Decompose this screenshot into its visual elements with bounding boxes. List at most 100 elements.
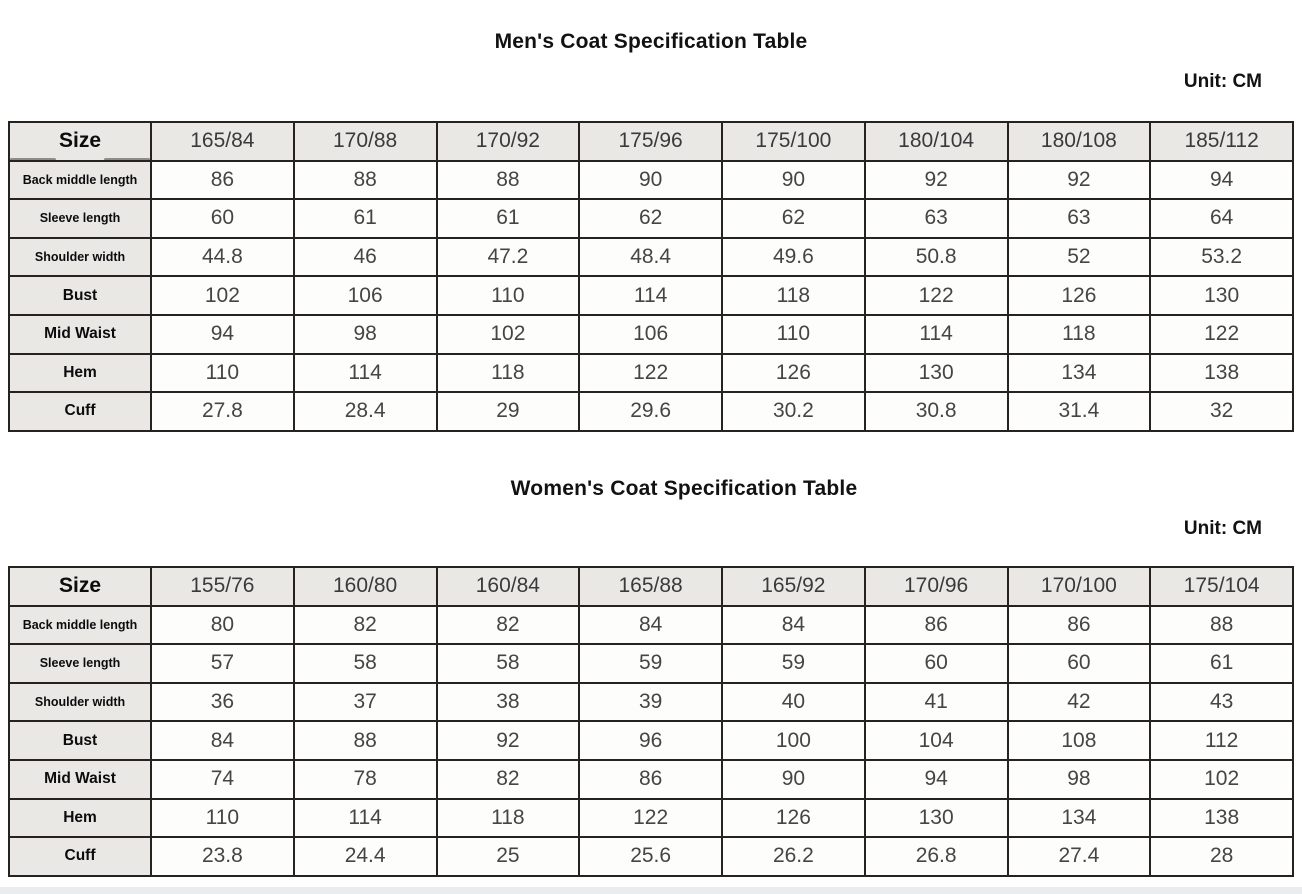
value-cell: 126 (1006, 275, 1152, 316)
value-cell: 118 (721, 275, 866, 316)
value-cell: 50.8 (863, 236, 1009, 278)
value-cell: 60 (150, 198, 295, 239)
value-cell: 63 (1006, 198, 1152, 239)
value-cell: 122 (578, 352, 723, 394)
value-cell: 110 (721, 313, 866, 355)
value-cell: 138 (1149, 352, 1294, 394)
value-cell: 43 (1149, 681, 1294, 723)
table-row: Sleeve length 60 61 61 62 62 63 63 64 (8, 198, 1294, 239)
value-cell: 84 (721, 604, 866, 646)
value-cell: 41 (863, 681, 1009, 723)
value-cell: 88 (1149, 604, 1294, 646)
size-corner-cell: Size (8, 121, 152, 162)
value-cell: 52 (1006, 236, 1152, 278)
value-cell: 108 (1006, 720, 1152, 761)
row-label-cell: Sleeve length (8, 198, 152, 239)
value-cell: 126 (721, 797, 866, 839)
value-cell: 114 (292, 797, 438, 839)
value-cell: 31.4 (1006, 391, 1152, 432)
value-cell: 114 (292, 352, 438, 394)
value-cell: 30.8 (863, 391, 1009, 432)
value-cell: 27.4 (1006, 836, 1152, 877)
value-cell: 32 (1149, 391, 1294, 432)
row-label-cell: Cuff (8, 391, 152, 432)
value-cell: 130 (863, 352, 1009, 394)
value-cell: 134 (1006, 797, 1152, 839)
mens-spec-table: Size 165/84 170/88 170/92 175/96 175/100 180/1… (8, 121, 1294, 432)
value-cell: 82 (435, 758, 581, 800)
value-cell: 92 (1006, 159, 1152, 201)
size-header-row: Size 165/84 170/88 170/92 175/96 175/100 180/1… (8, 121, 1294, 162)
value-cell: 118 (435, 352, 581, 394)
value-cell: 60 (863, 643, 1009, 684)
table-row: Hem 110 114 118 122 126 130 134 138 (8, 797, 1294, 839)
size-column-header: 170/92 (435, 121, 581, 162)
value-cell: 94 (863, 758, 1009, 800)
value-cell: 27.8 (150, 391, 295, 432)
value-cell: 48.4 (578, 236, 723, 278)
value-cell: 88 (292, 159, 438, 201)
table-row: Mid Waist 94 98 102 106 110 114 118 122 (8, 313, 1294, 355)
value-cell: 114 (578, 275, 723, 316)
size-header-row: Size 155/76 160/80 160/84 165/88 165/92 170/96… (8, 566, 1294, 607)
value-cell: 23.8 (150, 836, 295, 877)
mens-unit-label: Unit: CM (1183, 71, 1262, 92)
value-cell: 46 (292, 236, 438, 278)
value-cell: 110 (435, 275, 581, 316)
value-cell: 26.8 (863, 836, 1009, 877)
value-cell: 62 (578, 198, 723, 239)
value-cell: 42 (1006, 681, 1152, 723)
size-column-header: 185/112 (1149, 121, 1294, 162)
size-column-header: 180/104 (863, 121, 1009, 162)
value-cell: 134 (1006, 352, 1152, 394)
size-column-header: 160/84 (435, 566, 581, 607)
size-column-header: 170/100 (1006, 566, 1152, 607)
value-cell: 61 (1149, 643, 1294, 684)
value-cell: 130 (1149, 275, 1294, 316)
value-cell: 104 (863, 720, 1009, 761)
row-label-cell: Cuff (8, 836, 152, 877)
womens-unit-label: Unit: CM (1183, 518, 1262, 539)
table-row: Shoulder width 44.8 46 47.2 48.4 49.6 50.8 52 53… (8, 236, 1294, 278)
table-row: Mid Waist 74 78 82 86 90 94 98 102 (8, 758, 1294, 800)
value-cell: 102 (435, 313, 581, 355)
value-cell: 58 (435, 643, 581, 684)
value-cell: 25.6 (578, 836, 723, 877)
size-column-header: 160/80 (292, 566, 438, 607)
row-label-cell: Bust (8, 275, 152, 316)
value-cell: 84 (150, 720, 295, 761)
value-cell: 92 (435, 720, 581, 761)
value-cell: 122 (1149, 313, 1294, 355)
table-row: Hem 110 114 118 122 126 130 134 138 (8, 352, 1294, 394)
value-cell: 86 (863, 604, 1009, 646)
value-cell: 90 (578, 159, 723, 201)
value-cell: 63 (863, 198, 1009, 239)
value-cell: 58 (292, 643, 438, 684)
value-cell: 102 (1149, 758, 1294, 800)
table-row: Sleeve length 57 58 58 59 59 60 60 61 (8, 643, 1294, 684)
value-cell: 88 (292, 720, 438, 761)
size-corner-cell: Size (8, 566, 152, 607)
value-cell: 28.4 (292, 391, 438, 432)
value-cell: 90 (721, 159, 866, 201)
size-column-header: 155/76 (150, 566, 295, 607)
value-cell: 25 (435, 836, 581, 877)
value-cell: 84 (578, 604, 723, 646)
value-cell: 29 (435, 391, 581, 432)
value-cell: 80 (150, 604, 295, 646)
value-cell: 100 (721, 720, 866, 761)
value-cell: 36 (150, 681, 295, 723)
value-cell: 24.4 (292, 836, 438, 877)
row-label-cell: Mid Waist (8, 758, 152, 800)
table-row: Cuff 23.8 24.4 25 25.6 26.2 26.8 27.4 28 (8, 836, 1294, 877)
value-cell: 114 (863, 313, 1009, 355)
value-cell: 47.2 (435, 236, 581, 278)
value-cell: 122 (863, 275, 1009, 316)
value-cell: 126 (721, 352, 866, 394)
value-cell: 102 (150, 275, 295, 316)
table-row: Back middle length 80 82 82 84 84 86 86 88 (8, 604, 1294, 646)
womens-spec-table: Size 155/76 160/80 160/84 165/88 165/92 170/96… (8, 566, 1294, 877)
value-cell: 61 (435, 198, 581, 239)
value-cell: 57 (150, 643, 295, 684)
value-cell: 110 (150, 797, 295, 839)
